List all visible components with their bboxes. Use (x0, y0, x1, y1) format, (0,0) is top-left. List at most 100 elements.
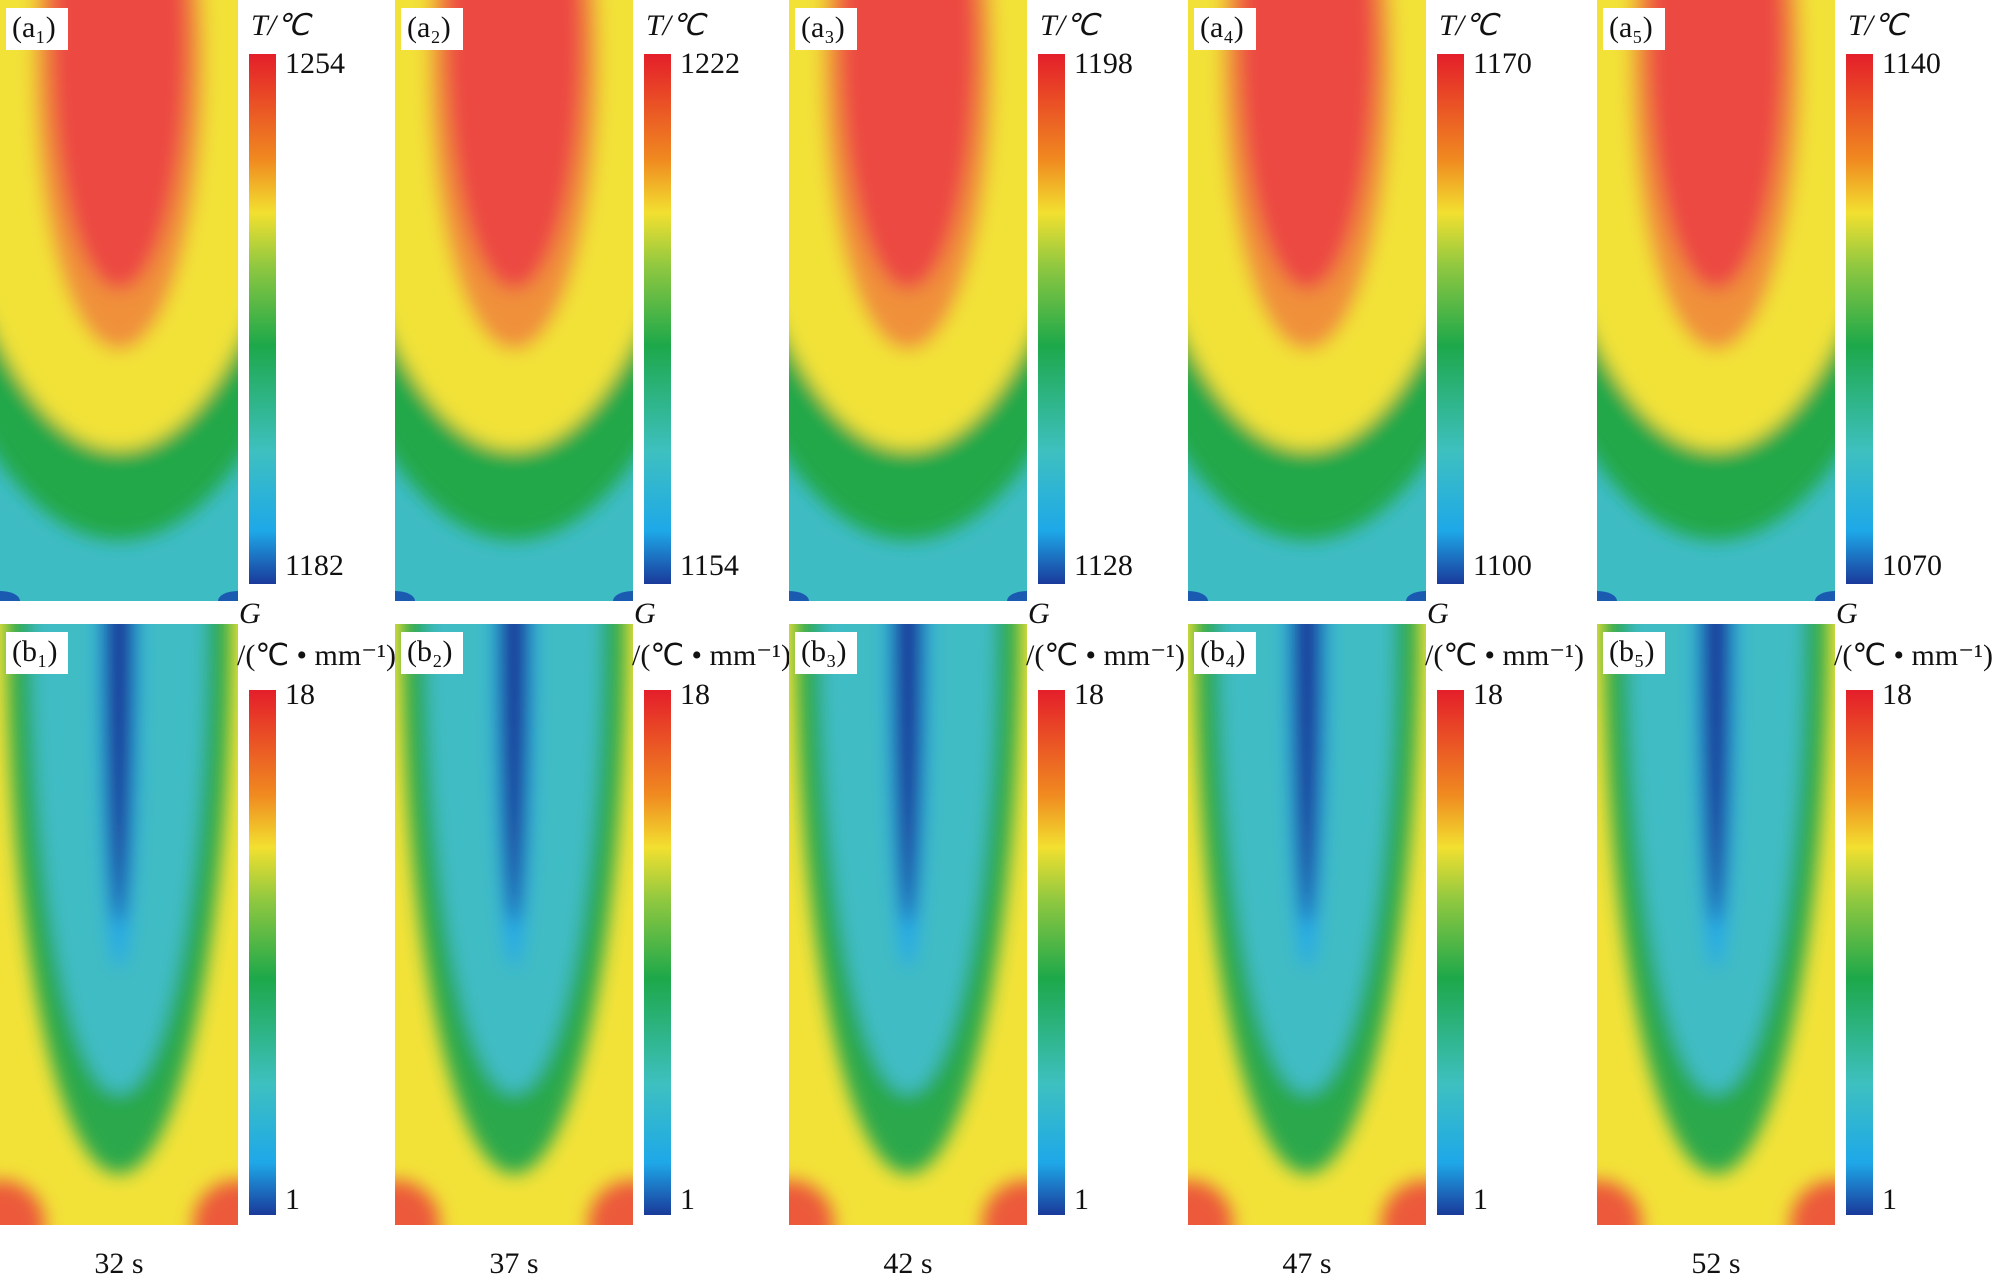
temperature-map (395, 0, 633, 601)
colorbar-max: 1140 (1882, 47, 1941, 80)
panel-label: (b₁) (12, 635, 57, 668)
contour (1648, 0, 1784, 290)
time-label: 32 s (94, 1247, 143, 1280)
panel-label-box (1194, 8, 1256, 50)
panel-label-box (1194, 632, 1256, 674)
panel-label-box (1603, 8, 1665, 50)
colorbar-max: 1254 (285, 47, 345, 80)
colorbar-min: 1182 (285, 549, 344, 582)
contour (1815, 591, 1835, 601)
time-label: 47 s (1282, 1247, 1331, 1280)
contour (789, 1180, 834, 1225)
map-fields (1597, 624, 1835, 1225)
contour (840, 0, 976, 290)
contour (789, 591, 809, 601)
colorbar-min: 1154 (680, 549, 739, 582)
colorbar-max: 1170 (1473, 47, 1532, 80)
panel-label-box (795, 8, 857, 50)
contour (395, 591, 415, 601)
temperature-map (1597, 0, 1835, 601)
map-fields (395, 0, 633, 540)
contour (499, 624, 529, 924)
colorbar (249, 690, 276, 1215)
panel-label: (b₅) (1609, 635, 1654, 668)
contour (446, 0, 582, 290)
colorbar-max: 18 (1074, 678, 1104, 711)
colorbar-title: T/℃ (1040, 9, 1102, 42)
colorbar (644, 690, 671, 1215)
colorbar-min: 1128 (1074, 549, 1133, 582)
contour (982, 1180, 1027, 1225)
panel-label: (a₅) (1609, 11, 1653, 44)
colorbar-min: 1 (1074, 1183, 1089, 1216)
panel-label: (a₃) (801, 11, 845, 44)
colorbar-min: 1 (285, 1183, 300, 1216)
contour (104, 624, 134, 924)
panel-label-box (6, 8, 68, 50)
contour (1188, 591, 1208, 601)
contour (1381, 1180, 1426, 1225)
gradient-map (395, 624, 633, 1225)
colorbar-symbol: G (239, 597, 261, 630)
panel-label-box (6, 632, 68, 674)
colorbar (644, 54, 671, 584)
contour (1597, 591, 1617, 601)
contour (395, 1180, 440, 1225)
colorbar-max: 1198 (1074, 47, 1133, 80)
contour (1406, 591, 1426, 601)
contour (588, 1180, 633, 1225)
map-fields (0, 624, 238, 1225)
colorbar (249, 54, 276, 584)
colorbar-min: 1 (1882, 1183, 1897, 1216)
map-fields (789, 624, 1027, 1225)
map-fields (1188, 624, 1426, 1225)
colorbar-min: 1 (1473, 1183, 1488, 1216)
contour (193, 1180, 238, 1225)
colorbar-min: 1100 (1473, 549, 1532, 582)
contour (1292, 624, 1322, 924)
colorbar-max: 18 (680, 678, 710, 711)
temperature-map (0, 0, 238, 601)
colorbar-symbol: G (1836, 597, 1858, 630)
contour (0, 591, 20, 601)
panel-label: (a₂) (407, 11, 451, 44)
colorbar-symbol: G (1028, 597, 1050, 630)
colorbar-max: 18 (1882, 678, 1912, 711)
panel-label-box (1603, 632, 1665, 674)
contour (1701, 624, 1731, 924)
panel-label: (b₃) (801, 635, 846, 668)
contour (1188, 1180, 1233, 1225)
colorbar-unit: /(℃ • mm⁻¹) (237, 639, 396, 672)
colorbar-symbol: G (1427, 597, 1449, 630)
colorbar-unit: /(℃ • mm⁻¹) (1026, 639, 1185, 672)
contour (1790, 1180, 1835, 1225)
contour (1007, 591, 1027, 601)
panel-label-box (401, 632, 463, 674)
map-fields (395, 624, 633, 1225)
time-label: 42 s (883, 1247, 932, 1280)
gradient-map (789, 624, 1027, 1225)
colorbar-title: T/℃ (1439, 9, 1501, 42)
gradient-map (1597, 624, 1835, 1225)
colorbar (1038, 690, 1065, 1215)
contour (893, 624, 923, 924)
contour (0, 1180, 45, 1225)
gradient-map (0, 624, 238, 1225)
colorbar (1437, 54, 1464, 584)
time-label: 52 s (1691, 1247, 1740, 1280)
map-fields (789, 0, 1027, 540)
panel-label: (b₄) (1200, 635, 1245, 668)
colorbar-unit: /(℃ • mm⁻¹) (1834, 639, 1993, 672)
colorbar-max: 1222 (680, 47, 740, 80)
colorbar (1038, 54, 1065, 584)
colorbar (1437, 690, 1464, 1215)
colorbar (1846, 690, 1873, 1215)
panel-label-box (401, 8, 463, 50)
colorbar-title: T/℃ (1848, 9, 1910, 42)
colorbar-max: 18 (1473, 678, 1503, 711)
contour (1239, 0, 1375, 290)
map-fields (1188, 0, 1426, 540)
contour (51, 0, 187, 290)
panel-label: (b₂) (407, 635, 452, 668)
